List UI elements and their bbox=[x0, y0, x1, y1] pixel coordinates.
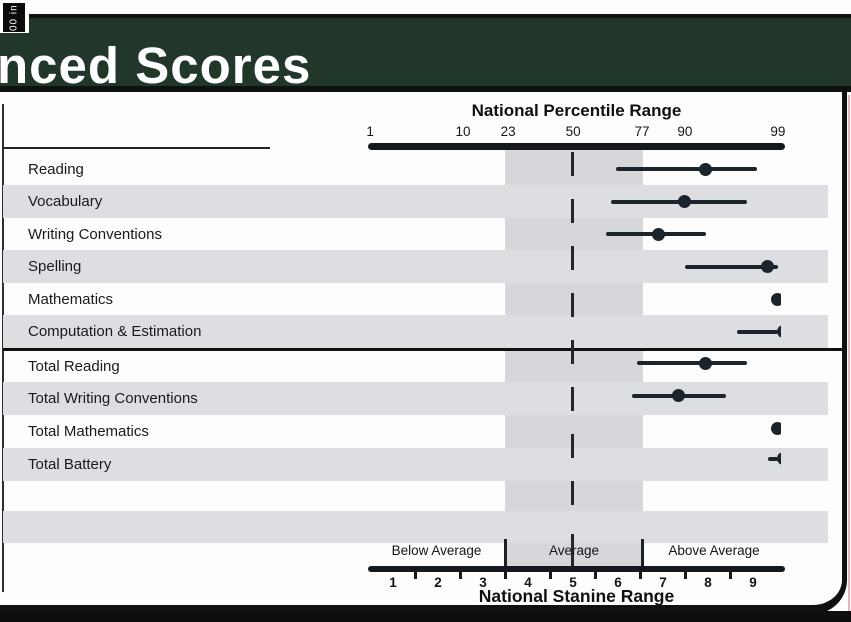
subtest-total-separator bbox=[3, 348, 845, 351]
stanine-half-tick bbox=[414, 570, 417, 579]
row-plot bbox=[368, 185, 781, 218]
stanine-half-tick bbox=[459, 570, 462, 579]
confidence-interval-bar bbox=[684, 264, 778, 269]
scan-edge-tab-text: 00 in bbox=[8, 4, 20, 31]
score-dot bbox=[761, 260, 775, 273]
percentile-tick-label: 10 bbox=[455, 124, 471, 139]
empty-shaded-row bbox=[3, 511, 828, 543]
row-shading bbox=[3, 382, 828, 415]
stanine-number: 2 bbox=[434, 575, 442, 590]
zone-separator-left bbox=[504, 539, 507, 566]
scan-bottom-edge bbox=[0, 611, 851, 622]
percentile-tick-label: 90 bbox=[677, 124, 693, 139]
row-shading bbox=[3, 448, 828, 481]
score-dot bbox=[776, 452, 781, 465]
stanine-half-tick bbox=[639, 570, 642, 579]
row-label: Spelling bbox=[28, 258, 82, 275]
score-dot bbox=[651, 227, 665, 241]
row-plot bbox=[368, 250, 781, 283]
stanine-axis-bar bbox=[368, 566, 785, 572]
title-banner bbox=[0, 33, 851, 92]
row-label: Vocabulary bbox=[28, 193, 103, 210]
row-plot bbox=[368, 448, 781, 481]
stanine-number: 9 bbox=[749, 575, 757, 590]
row-label: Reading bbox=[28, 160, 84, 178]
zone-above-average: Above Average bbox=[668, 543, 760, 558]
zone-separator-right bbox=[641, 539, 644, 566]
score-dot bbox=[699, 356, 713, 370]
zone-average: Average bbox=[548, 543, 600, 558]
confidence-interval-bar bbox=[616, 167, 758, 171]
average-range-band bbox=[505, 150, 643, 566]
row-shading bbox=[3, 315, 828, 348]
row-plot bbox=[368, 415, 781, 448]
stanine-half-tick bbox=[504, 570, 507, 579]
row-label: Total Mathematics bbox=[28, 423, 149, 440]
zone-below-average: Below Average bbox=[391, 543, 482, 558]
row-label: Total Writing Conventions bbox=[28, 390, 198, 407]
stanine-half-tick bbox=[594, 570, 597, 579]
page-title: nced Scores bbox=[0, 37, 312, 94]
confidence-interval-bar bbox=[736, 329, 778, 334]
stanine-number: 3 bbox=[479, 575, 487, 590]
row-label: Total Battery bbox=[28, 456, 112, 473]
median-line-solid-segment bbox=[571, 534, 574, 567]
stanine-half-tick bbox=[684, 570, 687, 579]
row-label: Writing Conventions bbox=[28, 225, 162, 243]
percentile-tick-label: 99 bbox=[770, 124, 786, 139]
row-plot bbox=[368, 350, 781, 382]
stanine-half-tick bbox=[549, 570, 552, 579]
score-dot bbox=[776, 325, 781, 338]
row-label: Total Reading bbox=[28, 357, 120, 375]
row-plot bbox=[368, 283, 781, 315]
row-plot bbox=[368, 382, 781, 415]
scan-edge-tab: 00 in bbox=[3, 3, 25, 32]
score-dot bbox=[678, 195, 692, 208]
stanine-number: 1 bbox=[389, 575, 397, 590]
report-box-border bbox=[0, 90, 847, 614]
row-plot bbox=[368, 153, 781, 185]
stanine-number: 6 bbox=[614, 575, 622, 590]
stanine-number: 8 bbox=[704, 575, 712, 590]
score-dot bbox=[771, 422, 781, 435]
scan-color-artifact bbox=[848, 95, 850, 611]
label-column-underline bbox=[3, 147, 270, 149]
percentile-tick-label: 50 bbox=[565, 124, 581, 139]
score-dot bbox=[699, 162, 713, 176]
row-label: Mathematics bbox=[28, 290, 114, 308]
percentile-tick-label: 23 bbox=[500, 124, 516, 139]
stanine-number: 4 bbox=[524, 575, 532, 590]
percentile-tick-label: 77 bbox=[634, 124, 650, 139]
row-label: Computation & Estimation bbox=[28, 323, 202, 340]
score-dot bbox=[671, 389, 685, 402]
stanine-axis-title: National Stanine Range bbox=[478, 586, 675, 606]
percentile-tick-label: 1 bbox=[366, 124, 374, 139]
median-dashed-line bbox=[571, 152, 574, 508]
stanine-half-tick bbox=[729, 570, 732, 579]
score-dot bbox=[771, 292, 781, 306]
stanine-number: 5 bbox=[569, 575, 577, 590]
row-plot bbox=[368, 218, 781, 250]
stanine-number: 7 bbox=[659, 575, 667, 590]
percentile-axis-title: National Percentile Range bbox=[471, 101, 682, 120]
confidence-interval-bar bbox=[767, 456, 778, 461]
confidence-interval-bar bbox=[636, 361, 747, 365]
percentile-axis-bar bbox=[368, 143, 785, 150]
row-plot bbox=[368, 315, 781, 348]
